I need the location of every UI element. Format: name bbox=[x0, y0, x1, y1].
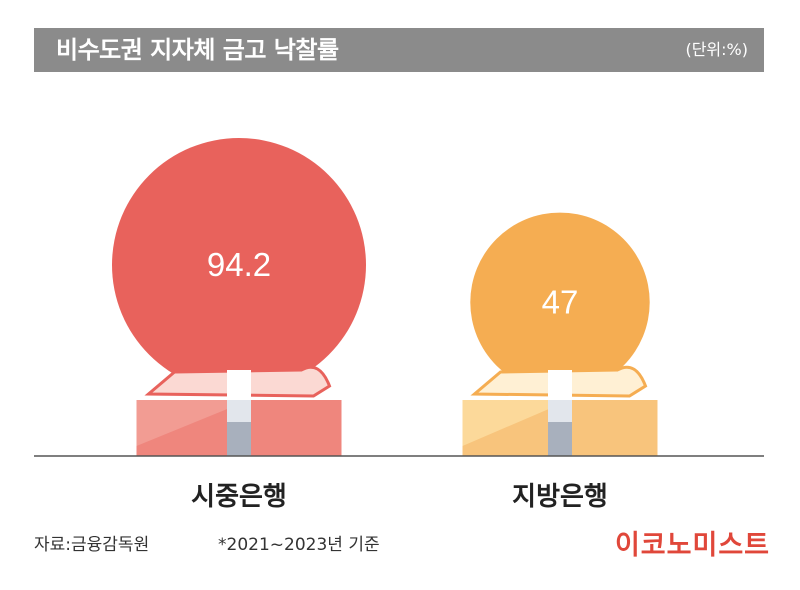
bubble-1 bbox=[470, 212, 650, 392]
tape-top-1 bbox=[548, 370, 572, 400]
box-highlight-0 bbox=[136, 400, 250, 446]
tape-bottom-1 bbox=[548, 422, 572, 456]
chart-title: 비수도권 지자체 금고 낙찰률 bbox=[56, 36, 339, 64]
brand-logo: 이코노미스트 bbox=[614, 530, 770, 561]
tape-mid-1 bbox=[548, 400, 572, 422]
unit-label: (단위:%) bbox=[685, 40, 748, 59]
category-label-1: 지방은행 bbox=[512, 482, 608, 512]
box-highlight-1 bbox=[462, 400, 570, 446]
value-label-0: 94.2 bbox=[207, 246, 271, 283]
tape-bottom-0 bbox=[227, 422, 251, 456]
bubble-0 bbox=[112, 138, 366, 392]
source-label: 자료:금융감독원 bbox=[34, 535, 150, 555]
tape-mid-0 bbox=[227, 400, 251, 422]
value-label-1: 47 bbox=[542, 283, 579, 320]
category-label-0: 시중은행 bbox=[191, 482, 287, 512]
tape-top-0 bbox=[227, 370, 251, 400]
note-label: *2021~2023년 기준 bbox=[218, 535, 380, 555]
title-bar: 비수도권 지자체 금고 낙찰률 (단위:%) bbox=[34, 28, 764, 72]
